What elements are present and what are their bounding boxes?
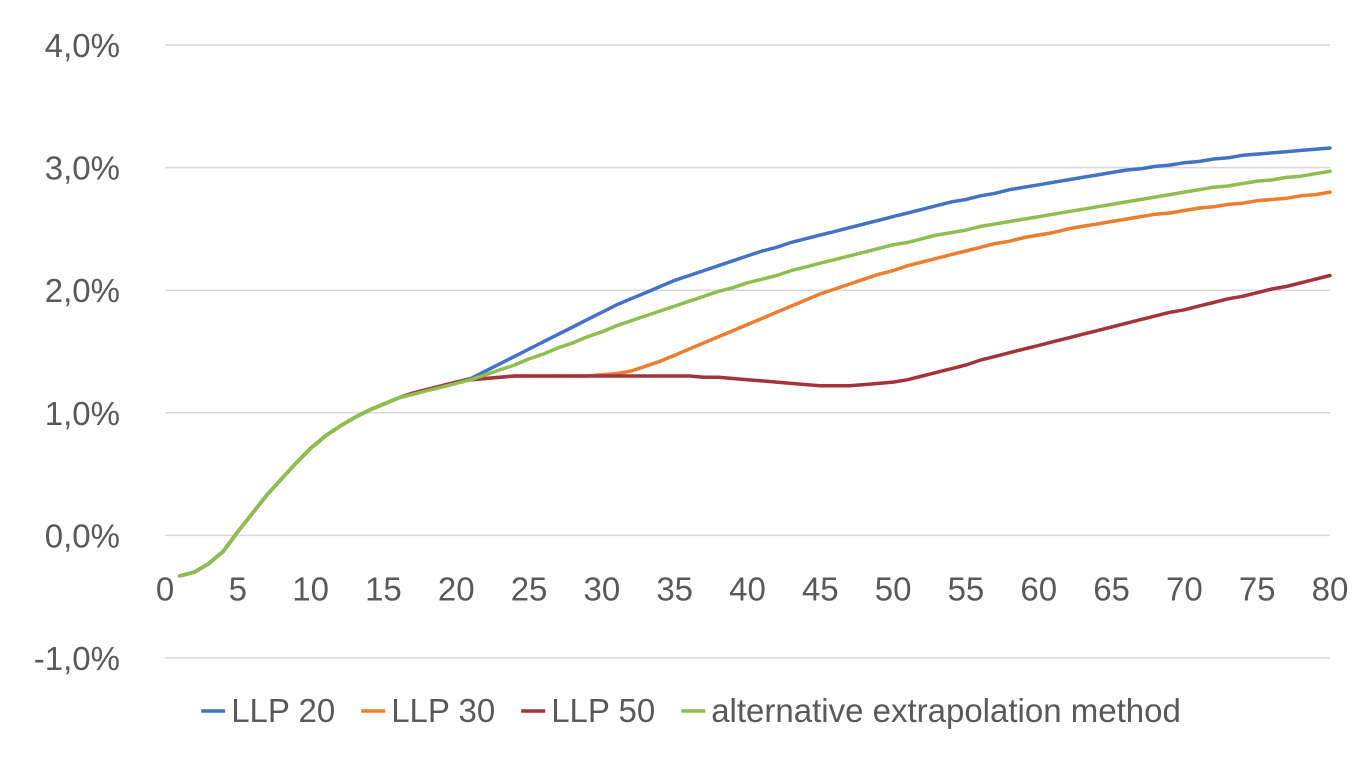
- x-tick-label: 15: [365, 570, 402, 607]
- x-tick-label: 5: [229, 570, 247, 607]
- y-tick-label: 1,0%: [45, 395, 120, 432]
- legend-label: LLP 20: [231, 692, 335, 729]
- x-tick-label: 70: [1166, 570, 1203, 607]
- y-tick-label: 0,0%: [45, 517, 120, 554]
- legend-item: alternative extrapolation method: [681, 692, 1181, 729]
- series-line-4: [177, 169, 1332, 578]
- x-tick-label: 65: [1093, 570, 1130, 607]
- x-tick-label: 80: [1312, 570, 1349, 607]
- x-tick-label: 25: [511, 570, 548, 607]
- legend-label: alternative extrapolation method: [711, 692, 1181, 729]
- legend-label: LLP 30: [391, 692, 495, 729]
- legend: LLP 20 LLP 30 LLP 50 alternative extrapolat…: [201, 692, 1181, 729]
- series-line-1: [177, 146, 1332, 578]
- series-line-2: [177, 190, 1332, 578]
- x-tick-label: 45: [802, 570, 839, 607]
- x-tick-label: 20: [438, 570, 475, 607]
- y-tick-label: 2,0%: [45, 272, 120, 309]
- x-tick-label: 35: [656, 570, 693, 607]
- y-tick-label: -1,0%: [34, 640, 120, 677]
- x-tick-label: 0: [156, 570, 174, 607]
- x-tick-label: 50: [875, 570, 912, 607]
- y-axis-tick-labels: -1,0% 0,0% 1,0% 2,0% 3,0% 4,0%: [34, 27, 120, 677]
- x-tick-label: 30: [584, 570, 621, 607]
- legend-item: LLP 20: [201, 692, 335, 729]
- gridlines: [165, 44, 1330, 659]
- legend-label: LLP 50: [551, 692, 655, 729]
- x-tick-label: 75: [1239, 570, 1276, 607]
- x-tick-label: 40: [729, 570, 766, 607]
- series-lines: [177, 146, 1332, 578]
- x-tick-label: 55: [948, 570, 985, 607]
- y-tick-label: 3,0%: [45, 150, 120, 187]
- x-tick-label: 10: [292, 570, 329, 607]
- legend-item: LLP 50: [521, 692, 655, 729]
- x-tick-label: 60: [1020, 570, 1057, 607]
- y-tick-label: 4,0%: [45, 27, 120, 64]
- x-axis-tick-labels: 0 5 10 15 20 25 30 35 40 45 50 55 60 65 70 75 80: [156, 570, 1349, 607]
- legend-item: LLP 30: [361, 692, 495, 729]
